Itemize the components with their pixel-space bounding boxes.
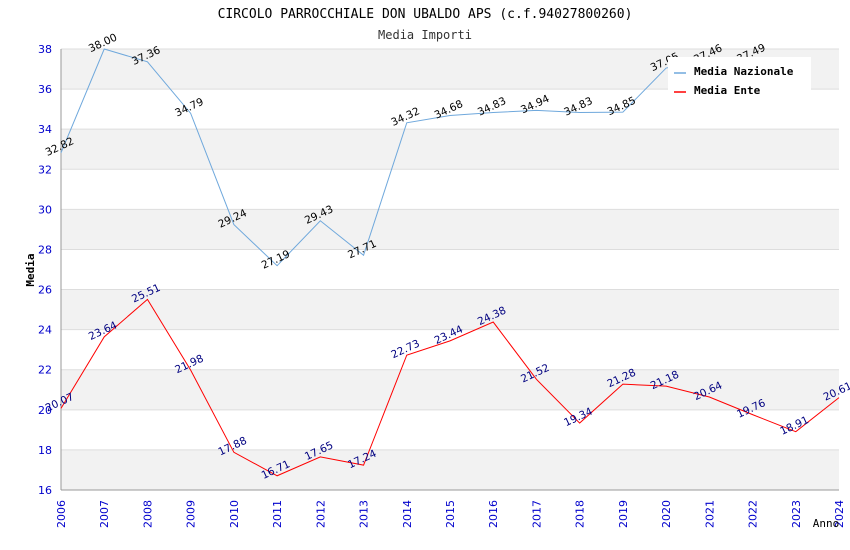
x-tick-label: 2020 [660,500,673,528]
x-axis-label: Anno [813,517,840,530]
x-tick-label: 2022 [747,500,760,528]
series-line-nazionale [60,48,753,267]
data-label-nazionale: 34.94 [519,93,552,117]
x-tick-label: 2013 [358,500,371,528]
data-label-nazionale: 34.85 [605,95,637,119]
grid-band [61,129,839,170]
series-line-ente [60,298,840,477]
x-tick-label: 2010 [228,500,241,528]
y-tick-label: 26 [38,284,52,297]
data-label-nazionale: 34.83 [562,95,594,119]
data-label-nazionale: 27.19 [260,248,292,272]
legend-box [668,57,811,101]
x-tick-label: 2017 [530,500,543,528]
chart-title: CIRCOLO PARROCCHIALE DON UBALDO APS (c.f… [218,7,633,22]
x-tick-label: 2024 [833,500,846,528]
x-tick-label: 2014 [401,500,414,528]
grid-band [61,369,839,410]
y-tick-label: 32 [38,163,52,176]
x-tick-label: 2006 [55,500,68,528]
data-label-nazionale: 34.83 [476,95,508,119]
y-tick-labels: 16 18 20 22 24 26 28 30 32 34 36 38 [38,43,52,497]
legend-label-nazionale: Media Nazionale [694,65,794,78]
data-label-ente: 20.07 [44,391,76,415]
data-label-nazionale: 34.68 [433,98,465,122]
y-tick-label: 28 [38,243,52,256]
x-tick-label: 2012 [314,500,327,528]
grid-band [61,209,839,250]
y-tick-label: 30 [38,203,52,216]
y-tick-label: 34 [38,123,52,136]
axes [60,49,839,491]
x-tick-label: 2009 [185,500,198,528]
legend-label-ente: Media Ente [694,84,761,97]
y-axis-label: Media [24,253,37,286]
y-tick-label: 38 [38,43,52,56]
y-tick-label: 36 [38,83,52,96]
y-tick-label: 20 [38,404,52,417]
x-tick-label: 2011 [271,500,284,528]
grid-band [61,449,839,490]
y-tick-label: 16 [38,484,52,497]
x-tick-label: 2023 [790,500,803,528]
x-tick-label: 2021 [703,500,716,528]
chart-subtitle: Media Importi [378,28,472,42]
y-tick-label: 18 [38,444,52,457]
y-tick-label: 22 [38,364,52,377]
data-label-nazionale: 34.79 [173,96,205,120]
y-tick-label: 24 [38,324,52,337]
data-label-ente: 18.91 [778,414,810,438]
legend: Media Nazionale Media Ente [668,57,811,101]
x-tick-label: 2007 [98,500,111,528]
grid-band [61,289,839,330]
x-tick-label: 2016 [487,500,500,528]
x-tick-label: 2018 [574,500,587,528]
x-tick-label: 2008 [141,500,154,528]
series-layer [60,48,840,477]
x-tick-label: 2019 [617,500,630,528]
x-tick-labels: 2006 2007 2008 2009 2010 2011 2012 2013 2014 2015… [55,500,846,528]
x-tick-label: 2015 [444,500,457,528]
